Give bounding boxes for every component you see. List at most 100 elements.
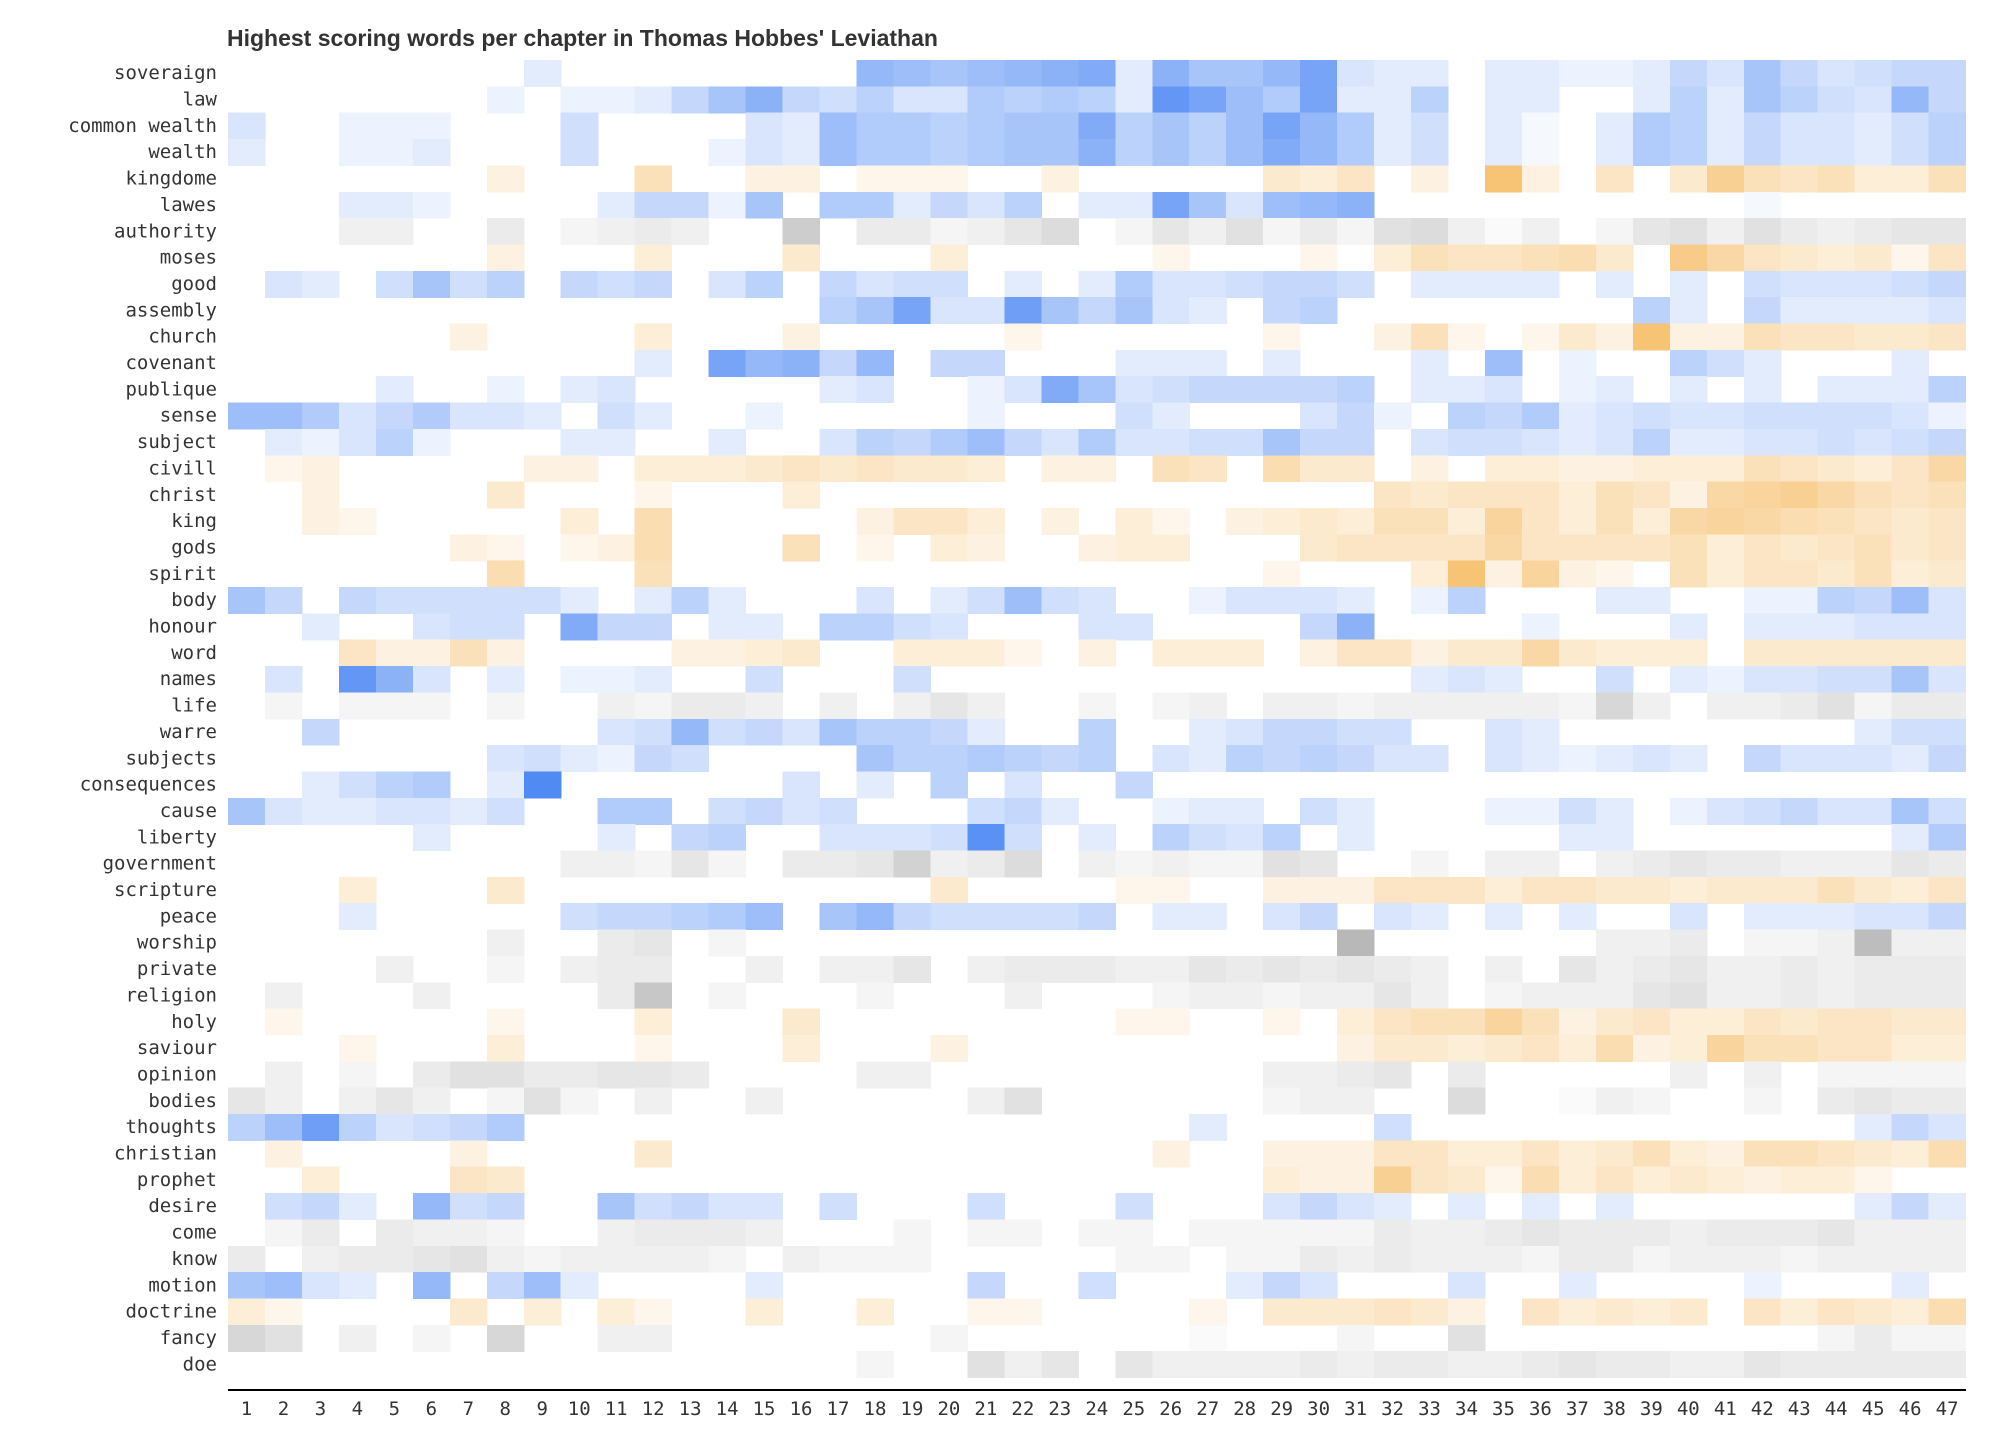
heatmap-cell — [1780, 876, 1819, 904]
heatmap-cell — [930, 218, 968, 246]
heatmap-cell — [412, 639, 451, 667]
heatmap-cell — [338, 1272, 377, 1300]
heatmap-cell — [1300, 1193, 1338, 1220]
heatmap-cell — [1226, 270, 1264, 298]
heatmap-cell — [375, 1087, 414, 1115]
heatmap-cell — [1632, 876, 1671, 904]
heatmap-cell — [1780, 850, 1819, 878]
heatmap-cell — [1928, 1351, 1967, 1379]
heatmap-cell — [1263, 1351, 1301, 1379]
heatmap-cell — [1706, 1140, 1745, 1168]
heatmap-cell — [1595, 481, 1634, 509]
heatmap-cell — [1411, 139, 1449, 166]
heatmap-cell — [930, 718, 968, 746]
heatmap-cell — [1411, 86, 1449, 114]
heatmap-cell — [1743, 797, 1782, 825]
row-label: common wealth — [68, 115, 217, 137]
heatmap-cell — [1817, 534, 1856, 562]
heatmap-cell — [486, 1087, 525, 1115]
heatmap-cell — [1411, 534, 1449, 562]
heatmap-cell — [560, 112, 599, 140]
heatmap-cell — [745, 718, 784, 746]
heatmap-cell — [1226, 745, 1264, 773]
heatmap-cell — [782, 165, 821, 193]
heatmap-cell — [856, 718, 895, 746]
heatmap-cell — [1780, 1245, 1819, 1273]
heatmap-cell — [1411, 903, 1449, 931]
heatmap-cell — [1743, 1166, 1782, 1194]
heatmap-cell — [523, 455, 562, 483]
column-label: 12 — [642, 1398, 665, 1420]
heatmap-cell — [1115, 112, 1153, 140]
heatmap-cell — [1115, 507, 1153, 535]
heatmap-cell — [1743, 587, 1782, 614]
heatmap-cell — [412, 692, 451, 720]
heatmap-cell — [1411, 1140, 1449, 1168]
heatmap-cell — [1521, 850, 1560, 878]
heatmap-cell — [1337, 1008, 1375, 1036]
heatmap-cell — [264, 587, 303, 614]
column-label: 33 — [1418, 1398, 1441, 1420]
heatmap-cell — [1928, 86, 1967, 114]
heatmap-cell — [449, 587, 488, 614]
heatmap-cell — [856, 1351, 895, 1379]
heatmap-cell — [634, 165, 673, 193]
heatmap-cell — [560, 1087, 599, 1115]
heatmap-cell — [1226, 376, 1264, 404]
heatmap-cell — [412, 771, 451, 799]
heatmap-cell — [1928, 1245, 1967, 1273]
row-label: government — [103, 853, 217, 875]
heatmap-cell — [1669, 349, 1708, 377]
heatmap-cell — [1854, 1087, 1893, 1115]
column-label: 41 — [1714, 1398, 1737, 1420]
heatmap-cell — [1041, 165, 1079, 193]
heatmap-cell — [634, 1193, 673, 1220]
heatmap-cell — [1743, 982, 1782, 1010]
heatmap-cell — [1521, 507, 1560, 535]
heatmap-cell — [1928, 718, 1967, 746]
heatmap-cell — [1484, 666, 1523, 693]
heatmap-cell — [1152, 244, 1190, 272]
heatmap-cell — [745, 455, 784, 483]
row-label: names — [160, 668, 217, 690]
heatmap-cell — [1374, 745, 1412, 773]
heatmap-cell — [1669, 876, 1708, 904]
heatmap-cell — [967, 639, 1005, 667]
heatmap-cell — [1595, 692, 1634, 720]
heatmap-cell — [1337, 745, 1375, 773]
heatmap-cell — [486, 402, 525, 430]
heatmap-cell — [1669, 428, 1708, 456]
heatmap-cell — [375, 955, 414, 983]
heatmap-cell — [375, 1245, 414, 1273]
heatmap-cell — [1595, 1008, 1634, 1036]
heatmap-cell — [264, 982, 303, 1010]
heatmap-cell — [708, 349, 747, 377]
heatmap-cell — [1152, 297, 1190, 325]
heatmap-cell — [1817, 745, 1856, 773]
heatmap-cell — [1595, 1351, 1634, 1379]
row-label: warre — [160, 721, 217, 743]
heatmap-cell — [1595, 745, 1634, 773]
heatmap-cell — [856, 112, 895, 140]
heatmap-cell — [1743, 139, 1782, 166]
column-label: 1 — [241, 1398, 252, 1420]
heatmap-cell — [375, 191, 414, 219]
heatmap-cell — [1189, 1351, 1227, 1379]
heatmap-cell — [930, 903, 968, 931]
heatmap-cell — [967, 1193, 1005, 1220]
heatmap-cell — [1078, 587, 1116, 614]
heatmap-cell — [1669, 1298, 1708, 1326]
column-label: 25 — [1122, 1398, 1145, 1420]
heatmap-cell — [301, 718, 340, 746]
heatmap-cell — [967, 428, 1005, 456]
heatmap-cell — [745, 1272, 784, 1300]
heatmap-cell — [819, 191, 858, 219]
heatmap-cell — [301, 507, 340, 535]
heatmap-cell — [1521, 139, 1560, 166]
heatmap-cell — [375, 376, 414, 404]
heatmap-cell — [1928, 1008, 1967, 1036]
heatmap-cell — [819, 297, 858, 325]
heatmap-cell — [338, 1324, 377, 1352]
heatmap-cell — [1891, 560, 1930, 588]
heatmap-cell — [1152, 191, 1190, 219]
